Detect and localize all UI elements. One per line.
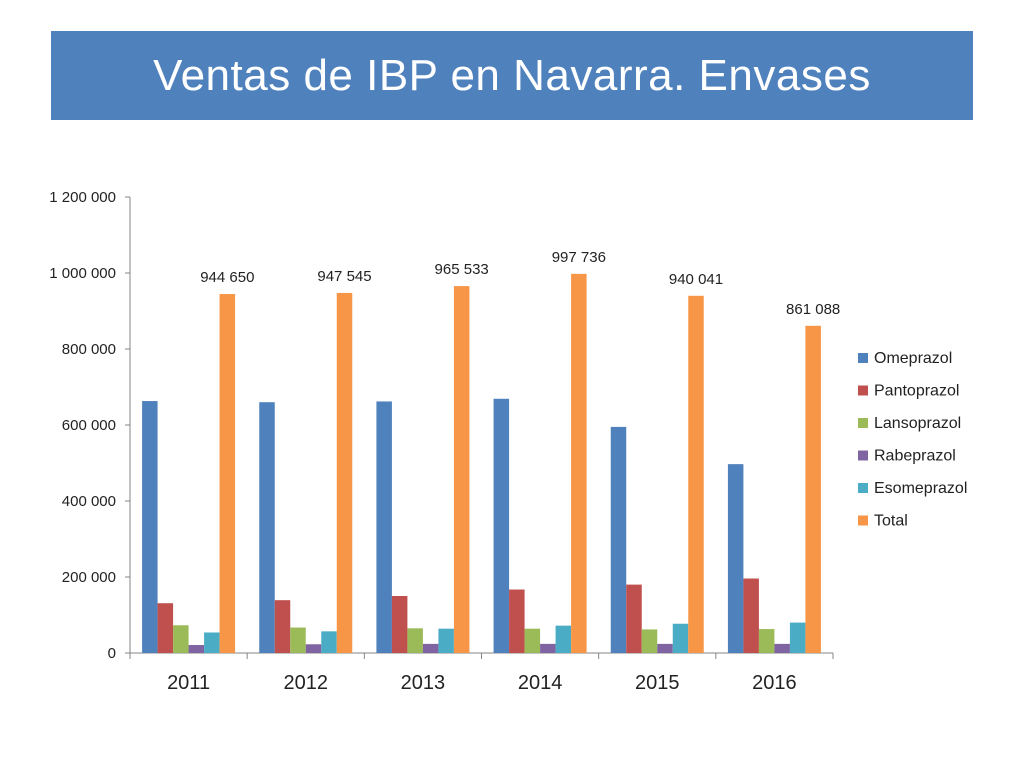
bar-esomeprazol	[321, 631, 337, 653]
x-tick-label: 2015	[635, 672, 680, 694]
bar-esomeprazol	[204, 632, 220, 653]
chart-axes: 0 200 000 400 000 600 000 800 000 1 000 000 1 …	[49, 189, 834, 694]
bar-total	[805, 325, 821, 653]
bar-total	[571, 273, 587, 653]
x-tick-label: 2012	[284, 672, 329, 694]
x-tick-label: 2013	[401, 672, 446, 694]
legend-label: Omeprazol	[874, 350, 952, 367]
chart-legend: Omeprazol Pantoprazol Lansoprazol Rabeprazo…	[858, 350, 967, 530]
bar-pantoprazol	[626, 584, 642, 653]
bar-lansoprazol	[641, 629, 658, 653]
bar-pantoprazol	[509, 589, 525, 653]
x-tick-label: 2016	[752, 672, 797, 694]
bar-omeprazol	[610, 426, 627, 653]
bar-omeprazol	[142, 401, 158, 653]
legend-label: Rabeprazol	[874, 448, 956, 465]
bar-total	[688, 295, 704, 653]
bar-total	[453, 286, 470, 653]
bar-pantoprazol	[274, 600, 291, 653]
bar-rabeprazol	[305, 644, 322, 653]
bar-omeprazol	[727, 464, 744, 653]
data-label-total: 947 545	[317, 268, 371, 285]
bar-pantoprazol	[743, 578, 759, 653]
data-label-total: 965 533	[435, 261, 489, 278]
y-tick-label: 400 000	[62, 493, 116, 510]
legend-swatch	[858, 418, 868, 428]
legend-swatch	[858, 483, 868, 493]
bar-omeprazol	[259, 402, 275, 653]
y-tick-label: 600 000	[62, 417, 116, 434]
chart-data-labels: 944 650 947 545 965 533 997 736 940 041 861 0…	[200, 249, 840, 318]
legend-label: Total	[874, 513, 908, 530]
data-label-total: 997 736	[552, 249, 606, 266]
legend-swatch	[858, 515, 868, 526]
bar-esomeprazol	[555, 625, 572, 653]
chart-bars	[142, 273, 821, 653]
bar-rabeprazol	[188, 645, 205, 653]
data-label-total: 861 088	[786, 301, 840, 318]
legend-swatch	[858, 450, 868, 461]
bar-omeprazol	[376, 401, 392, 653]
bar-rabeprazol	[422, 643, 439, 653]
bar-lansoprazol	[290, 627, 306, 653]
legend-swatch	[858, 385, 868, 396]
x-tick-label: 2014	[518, 672, 563, 694]
bar-lansoprazol	[524, 628, 541, 653]
legend-label: Lansoprazol	[874, 415, 961, 432]
bar-esomeprazol	[438, 628, 454, 653]
bar-total	[336, 292, 353, 653]
data-label-total: 940 041	[669, 271, 723, 288]
bar-lansoprazol	[407, 628, 423, 653]
legend-swatch	[858, 353, 868, 363]
bar-lansoprazol	[173, 625, 189, 653]
bar-pantoprazol	[391, 596, 408, 653]
x-tick-label: 2011	[167, 672, 210, 694]
y-tick-label: 1 200 000	[49, 189, 116, 206]
y-tick-label: 1 000 000	[49, 265, 116, 282]
y-tick-label: 800 000	[62, 341, 116, 358]
chart-title: Ventas de IBP en Navarra. Envases	[153, 50, 871, 100]
y-tick-label: 200 000	[62, 569, 116, 586]
legend-label: Pantoprazol	[874, 383, 959, 400]
bar-rabeprazol	[774, 643, 790, 653]
title-banner: Ventas de IBP en Navarra. Envases	[51, 31, 973, 120]
bar-esomeprazol	[672, 623, 689, 653]
bar-pantoprazol	[157, 603, 174, 653]
bar-omeprazol	[493, 398, 510, 653]
bar-lansoprazol	[758, 629, 775, 653]
bar-esomeprazol	[789, 622, 806, 653]
y-tick-label: 0	[108, 645, 116, 662]
bar-rabeprazol	[540, 643, 556, 653]
bar-rabeprazol	[657, 643, 673, 653]
data-label-total: 944 650	[200, 269, 254, 286]
bar-total	[219, 294, 236, 653]
legend-label: Esomeprazol	[874, 480, 967, 497]
